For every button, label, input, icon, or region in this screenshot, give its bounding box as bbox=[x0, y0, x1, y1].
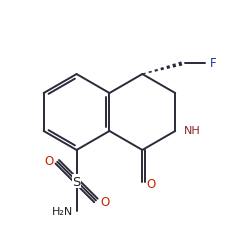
Text: O: O bbox=[100, 195, 109, 208]
Text: H₂N: H₂N bbox=[52, 207, 73, 216]
Text: F: F bbox=[209, 57, 215, 70]
Text: S: S bbox=[72, 175, 80, 188]
Text: O: O bbox=[44, 154, 53, 167]
Text: NH: NH bbox=[183, 125, 200, 135]
Text: O: O bbox=[146, 177, 155, 190]
